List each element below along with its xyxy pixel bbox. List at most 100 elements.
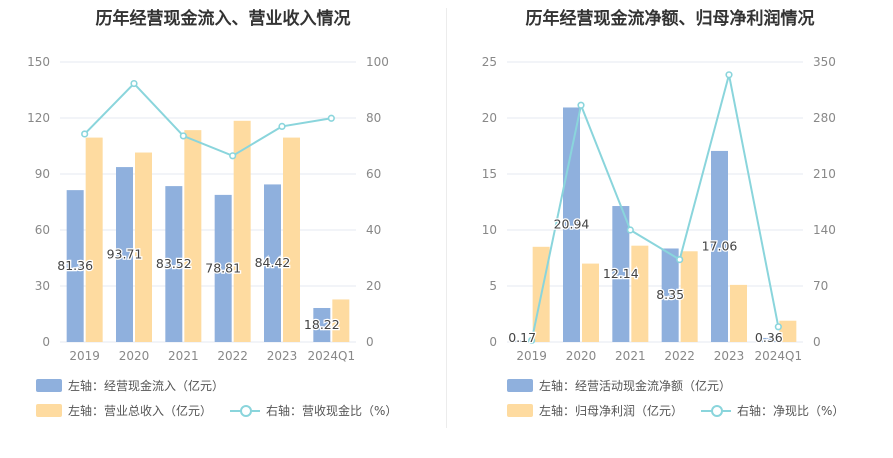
bar-2024Q1-series1 [760, 337, 778, 342]
right-axis-tick-label: 40 [366, 223, 381, 237]
right-axis-tick-label: 60 [366, 167, 381, 181]
legend-swatch-line [230, 404, 261, 417]
bar-2022-series1 [214, 194, 232, 342]
chart-title: 历年经营现金流净额、归母净利润情况 [525, 9, 815, 29]
line-point-2020 [130, 79, 138, 88]
line-point-2021 [626, 226, 634, 234]
x-axis-tick-label: 2024Q1 [308, 349, 356, 363]
bar-2019-series1 [66, 190, 84, 342]
data-label-2023: 84.42 [255, 255, 291, 270]
x-axis-tick-label: 2020 [566, 349, 597, 363]
right-axis-tick-label: 20 [366, 279, 381, 293]
right-axis-tick-label: 100 [366, 55, 389, 69]
legend-label-line: 右轴：营收现金比（%） [266, 404, 398, 418]
data-label-2022: 8.35 [656, 287, 684, 302]
bar-2021-series2 [631, 245, 649, 342]
bar-2020-series2 [582, 263, 599, 342]
line-point-2021 [179, 132, 187, 140]
left-axis-tick-label: 10 [482, 223, 497, 237]
left-axis-tick-label: 0 [489, 335, 497, 349]
data-label-2019: 0.17 [508, 330, 536, 345]
x-axis-tick-label: 2023 [267, 349, 298, 363]
line-point-2022 [229, 152, 237, 160]
bar-2020-series1 [116, 167, 133, 342]
legend-swatch-bar2 [36, 404, 62, 417]
chart-plot: 0 0 30 20 60 40 90 60 120 80 150 100 2019 2020 2021 202… [27, 55, 389, 363]
legend-label-bar1: 左轴：经营现金流入（亿元） [68, 379, 225, 393]
line-point-2022 [676, 256, 684, 264]
bar-2019-series2 [85, 137, 103, 342]
bar-2022-series2 [233, 120, 251, 342]
bar-2023-series2 [730, 284, 747, 342]
left-axis-tick-label: 15 [482, 167, 497, 181]
x-axis-tick-label: 2021 [168, 349, 199, 363]
data-label-2020: 93.71 [107, 247, 143, 262]
left-axis-tick-label: 25 [482, 55, 497, 69]
legend-row-2: 左轴：归母净利润（亿元） 右轴：净现比（%） [507, 402, 844, 419]
bar-2020-series2 [135, 152, 152, 342]
legend-swatch-bar2 [507, 404, 533, 417]
bar-2024Q1-series2 [779, 320, 797, 342]
right-axis-tick-label: 0 [813, 335, 821, 349]
chart-title: 历年经营现金流入、营业收入情况 [95, 9, 351, 29]
bar-2023-series1 [264, 184, 281, 342]
bar-2024Q1-series1 [313, 307, 331, 342]
bar-2023-series2 [283, 137, 300, 342]
x-axis-tick-label: 2020 [119, 349, 150, 363]
right-axis-tick-label: 210 [813, 167, 836, 181]
line-point-2019 [528, 336, 536, 345]
x-axis-tick-label: 2021 [615, 349, 646, 363]
left-axis-tick-label: 5 [489, 279, 497, 293]
data-label-2023: 17.06 [702, 238, 738, 253]
right-axis-tick-label: 70 [813, 279, 828, 293]
legend-label-line: 右轴：净现比（%） [737, 404, 845, 418]
line-series-ratio [530, 74, 780, 341]
data-label-2019: 81.36 [57, 258, 93, 273]
bar-2022-series2 [680, 251, 698, 342]
chart-plot: 0 0 5 70 10 140 15 210 20 280 25 350 2019 2020 2021 202… [482, 55, 836, 363]
line-point-2020 [577, 101, 585, 109]
legend-row-1: 左轴：经营现金流入（亿元） [36, 377, 224, 394]
legend-row-1: 左轴：经营活动现金流净额（亿元） [507, 377, 731, 394]
left-axis-tick-label: 30 [35, 279, 50, 293]
data-label-2024Q1: 0.36 [755, 330, 783, 345]
right-axis-tick-label: 80 [366, 111, 381, 125]
data-label-2021: 83.52 [156, 256, 192, 271]
right-chart-panel: 历年经营现金流净额、归母净利润情况 0 0 5 70 10 140 15 210 20 280 25… [447, 0, 893, 458]
line-point-2023 [278, 122, 286, 130]
right-axis-tick-label: 0 [366, 335, 374, 349]
data-label-2020: 20.94 [554, 217, 590, 232]
left-axis-tick-label: 0 [42, 335, 50, 349]
bar-2021-series1 [165, 186, 183, 342]
left-axis-tick-label: 60 [35, 223, 50, 237]
left-axis-tick-label: 20 [482, 111, 497, 125]
line-point-2024Q1 [327, 114, 335, 122]
data-label-2024Q1: 18.22 [304, 317, 340, 332]
legend-swatch-bar1 [507, 379, 533, 392]
data-label-2022: 78.81 [205, 260, 241, 275]
legend-label-bar2: 左轴：归母净利润（亿元） [539, 404, 684, 418]
bar-2024Q1-series2 [332, 299, 350, 342]
legend-row-2: 左轴：营业总收入（亿元） 右轴：营收现金比（%） [36, 402, 397, 419]
legend-swatch-bar1 [36, 379, 62, 392]
line-point-2024Q1 [774, 323, 782, 331]
bar-2023-series1 [711, 150, 728, 342]
right-axis-tick-label: 280 [813, 111, 836, 125]
bar-2022-series1 [661, 248, 679, 342]
legend-label-bar1: 左轴：经营活动现金流净额（亿元） [539, 379, 732, 393]
x-axis-tick-label: 2024Q1 [755, 349, 803, 363]
x-axis-tick-label: 2022 [217, 349, 248, 363]
left-chart-panel: 历年经营现金流入、营业收入情况 0 0 30 20 60 40 90 60 120 80 150 10… [0, 0, 446, 458]
line-series-ratio [83, 82, 332, 157]
left-axis-tick-label: 120 [27, 111, 50, 125]
x-axis-tick-label: 2019 [69, 349, 100, 363]
left-axis-tick-label: 150 [27, 55, 50, 69]
legend-label-bar2: 左轴：营业总收入（亿元） [68, 404, 213, 418]
panel-divider [446, 8, 447, 428]
x-axis-tick-label: 2023 [714, 349, 745, 363]
right-axis-tick-label: 350 [813, 55, 836, 69]
bar-2021-series1 [612, 206, 630, 342]
line-point-2023 [725, 71, 733, 79]
data-label-2021: 12.14 [603, 266, 639, 281]
bar-2021-series2 [184, 130, 202, 342]
